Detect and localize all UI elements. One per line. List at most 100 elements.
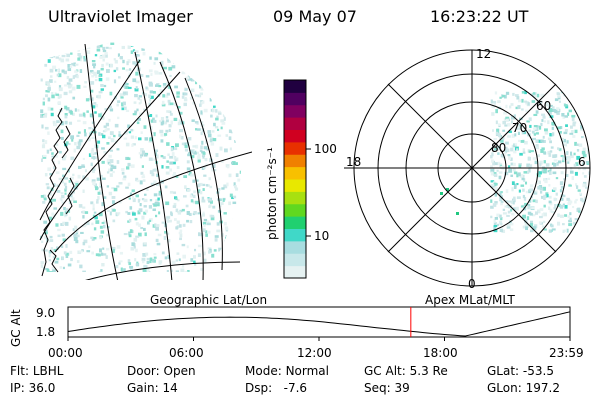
speckle-pixel (67, 275, 70, 278)
speckle-pixel (557, 126, 562, 130)
speckle-pixel (187, 78, 192, 81)
speckle-pixel (99, 248, 102, 253)
speckle-pixel (131, 129, 135, 132)
speckle-pixel (82, 225, 87, 228)
speckle-pixel (237, 78, 242, 82)
speckle-pixel (148, 69, 153, 73)
colorbar-segment (284, 265, 306, 279)
speckle-pixel (225, 235, 230, 239)
footer-gc-alt: GC Alt: 5.3 Re (364, 364, 448, 378)
speckle-pixel (525, 224, 529, 228)
speckle-pixel (567, 215, 571, 219)
speckle-pixel (229, 91, 234, 95)
speckle-pixel (103, 220, 106, 224)
speckle-pixel (509, 105, 512, 109)
speckle-pixel (503, 111, 508, 115)
speckle-pixel (211, 108, 215, 113)
speckle-pixel (210, 267, 213, 272)
speckle-pixel (542, 220, 546, 223)
speckle-pixel (63, 182, 67, 186)
speckle-pixel (201, 100, 205, 104)
speckle-pixel (581, 199, 586, 203)
speckle-pixel (572, 206, 575, 209)
speckle-pixel (66, 42, 70, 45)
speckle-pixel (556, 111, 560, 115)
speckle-pixel (546, 194, 549, 198)
speckle-pixel (148, 102, 151, 107)
speckle-pixel (91, 179, 96, 183)
speckle-pixel (162, 120, 165, 125)
speckle-pixel (49, 239, 54, 242)
speckle-pixel (161, 221, 166, 224)
speckle-pixel (166, 92, 170, 96)
speckle-pixel (235, 227, 238, 231)
speckle-pixel (557, 95, 561, 98)
speckle-pixel (75, 240, 79, 244)
speckle-pixel (165, 166, 170, 169)
speckle-pixel (158, 85, 162, 88)
speckle-pixel (233, 92, 236, 97)
speckle-pixel (572, 123, 576, 127)
speckle-pixel (522, 214, 526, 219)
speckle-pixel (231, 161, 236, 165)
speckle-pixel (490, 215, 493, 219)
speckle-pixel (97, 70, 101, 75)
speckle-pixel (102, 49, 107, 53)
speckle-pixel (111, 196, 116, 199)
speckle-pixel (192, 67, 196, 70)
speckle-pixel (570, 154, 574, 159)
speckle-pixel (238, 120, 242, 124)
speckle-pixel (167, 239, 171, 243)
speckle-pixel (217, 188, 221, 191)
speckle-pixel (154, 223, 157, 227)
speckle-pixel (40, 114, 43, 118)
speckle-pixel (565, 124, 568, 127)
speckle-pixel (63, 207, 66, 211)
speckle-pixel (204, 157, 208, 162)
speckle-pixel (107, 209, 110, 212)
speckle-pixel (223, 93, 226, 98)
speckle-pixel (567, 155, 571, 159)
speckle-pixel (527, 206, 530, 210)
speckle-pixel (62, 238, 66, 242)
speckle-pixel (105, 122, 110, 127)
mlt-label-0: 0 (468, 277, 476, 291)
emission-speckle (40, 42, 247, 278)
speckle-pixel (548, 105, 551, 110)
speckle-pixel (51, 92, 54, 95)
speckle-pixel (243, 260, 247, 263)
speckle-pixel (174, 102, 177, 107)
speckle-pixel (551, 121, 556, 126)
speckle-pixel (224, 226, 229, 231)
speckle-pixel (78, 113, 83, 117)
speckle-pixel (171, 152, 175, 157)
speckle-pixel (58, 274, 60, 278)
speckle-pixel (118, 182, 123, 185)
footer-flt: Flt: LBHL (10, 364, 64, 378)
speckle-pixel (163, 66, 167, 70)
speckle-pixel (53, 123, 58, 127)
speckle-pixel (545, 178, 548, 181)
speckle-pixel (70, 235, 73, 238)
speckle-pixel (149, 56, 152, 60)
speckle-pixel (56, 190, 61, 193)
speckle-pixel (201, 85, 204, 89)
speckle-pixel (70, 257, 73, 262)
speckle-pixel (160, 60, 164, 64)
speckle-pixel (160, 133, 164, 137)
speckle-pixel (73, 62, 76, 67)
speckle-pixel (524, 100, 528, 103)
speckle-pixel (521, 98, 524, 103)
speckle-pixel (587, 140, 590, 144)
speckle-pixel (201, 140, 204, 145)
speckle-pixel (224, 272, 227, 275)
speckle-pixel (90, 81, 95, 85)
speckle-pixel (83, 239, 88, 244)
x-tick-label: 06:00 (169, 346, 204, 360)
speckle-pixel (169, 74, 172, 77)
speckle-pixel (112, 165, 117, 170)
speckle-pixel (128, 234, 132, 238)
speckle-pixel (192, 200, 196, 204)
speckle-pixel (135, 71, 139, 76)
speckle-pixel (101, 252, 104, 256)
